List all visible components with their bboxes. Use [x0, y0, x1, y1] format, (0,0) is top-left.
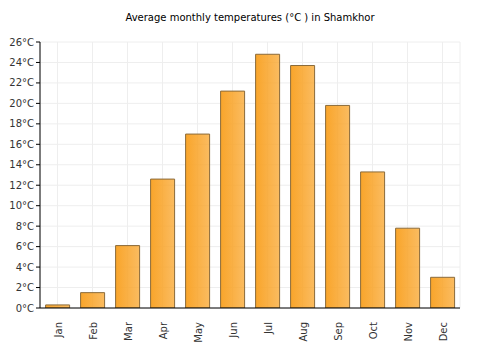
svg-text:24°C: 24°C	[9, 57, 34, 68]
svg-text:8°C: 8°C	[16, 221, 34, 232]
svg-text:26°C: 26°C	[9, 37, 34, 48]
svg-text:Nov: Nov	[403, 322, 414, 342]
svg-text:Mar: Mar	[123, 321, 134, 341]
svg-text:6°C: 6°C	[16, 241, 34, 252]
svg-text:Dec: Dec	[438, 322, 449, 341]
svg-text:20°C: 20°C	[9, 98, 34, 109]
svg-text:14°C: 14°C	[9, 159, 34, 170]
svg-text:May: May	[193, 322, 204, 343]
svg-text:Apr: Apr	[158, 321, 169, 339]
svg-text:Oct: Oct	[368, 322, 379, 339]
svg-text:0°C: 0°C	[16, 303, 34, 314]
svg-text:Aug: Aug	[298, 322, 309, 342]
svg-text:Feb: Feb	[88, 322, 99, 340]
svg-text:Jun: Jun	[228, 322, 239, 339]
svg-text:18°C: 18°C	[9, 118, 34, 129]
svg-text:16°C: 16°C	[9, 139, 34, 150]
svg-text:4°C: 4°C	[16, 262, 34, 273]
html-text:Average monthly temperatures (: Average monthly temperatures (°C ) in Sh…	[125, 12, 375, 23]
svg-text:12°C: 12°C	[9, 180, 34, 191]
svg-text:22°C: 22°C	[9, 77, 34, 88]
svg-text:10°C: 10°C	[9, 200, 34, 211]
svg-text:2°C: 2°C	[16, 282, 34, 293]
svg-text:Jul: Jul	[263, 322, 274, 335]
svg-text:Sep: Sep	[333, 322, 344, 341]
svg-text:Jan: Jan	[53, 322, 64, 338]
